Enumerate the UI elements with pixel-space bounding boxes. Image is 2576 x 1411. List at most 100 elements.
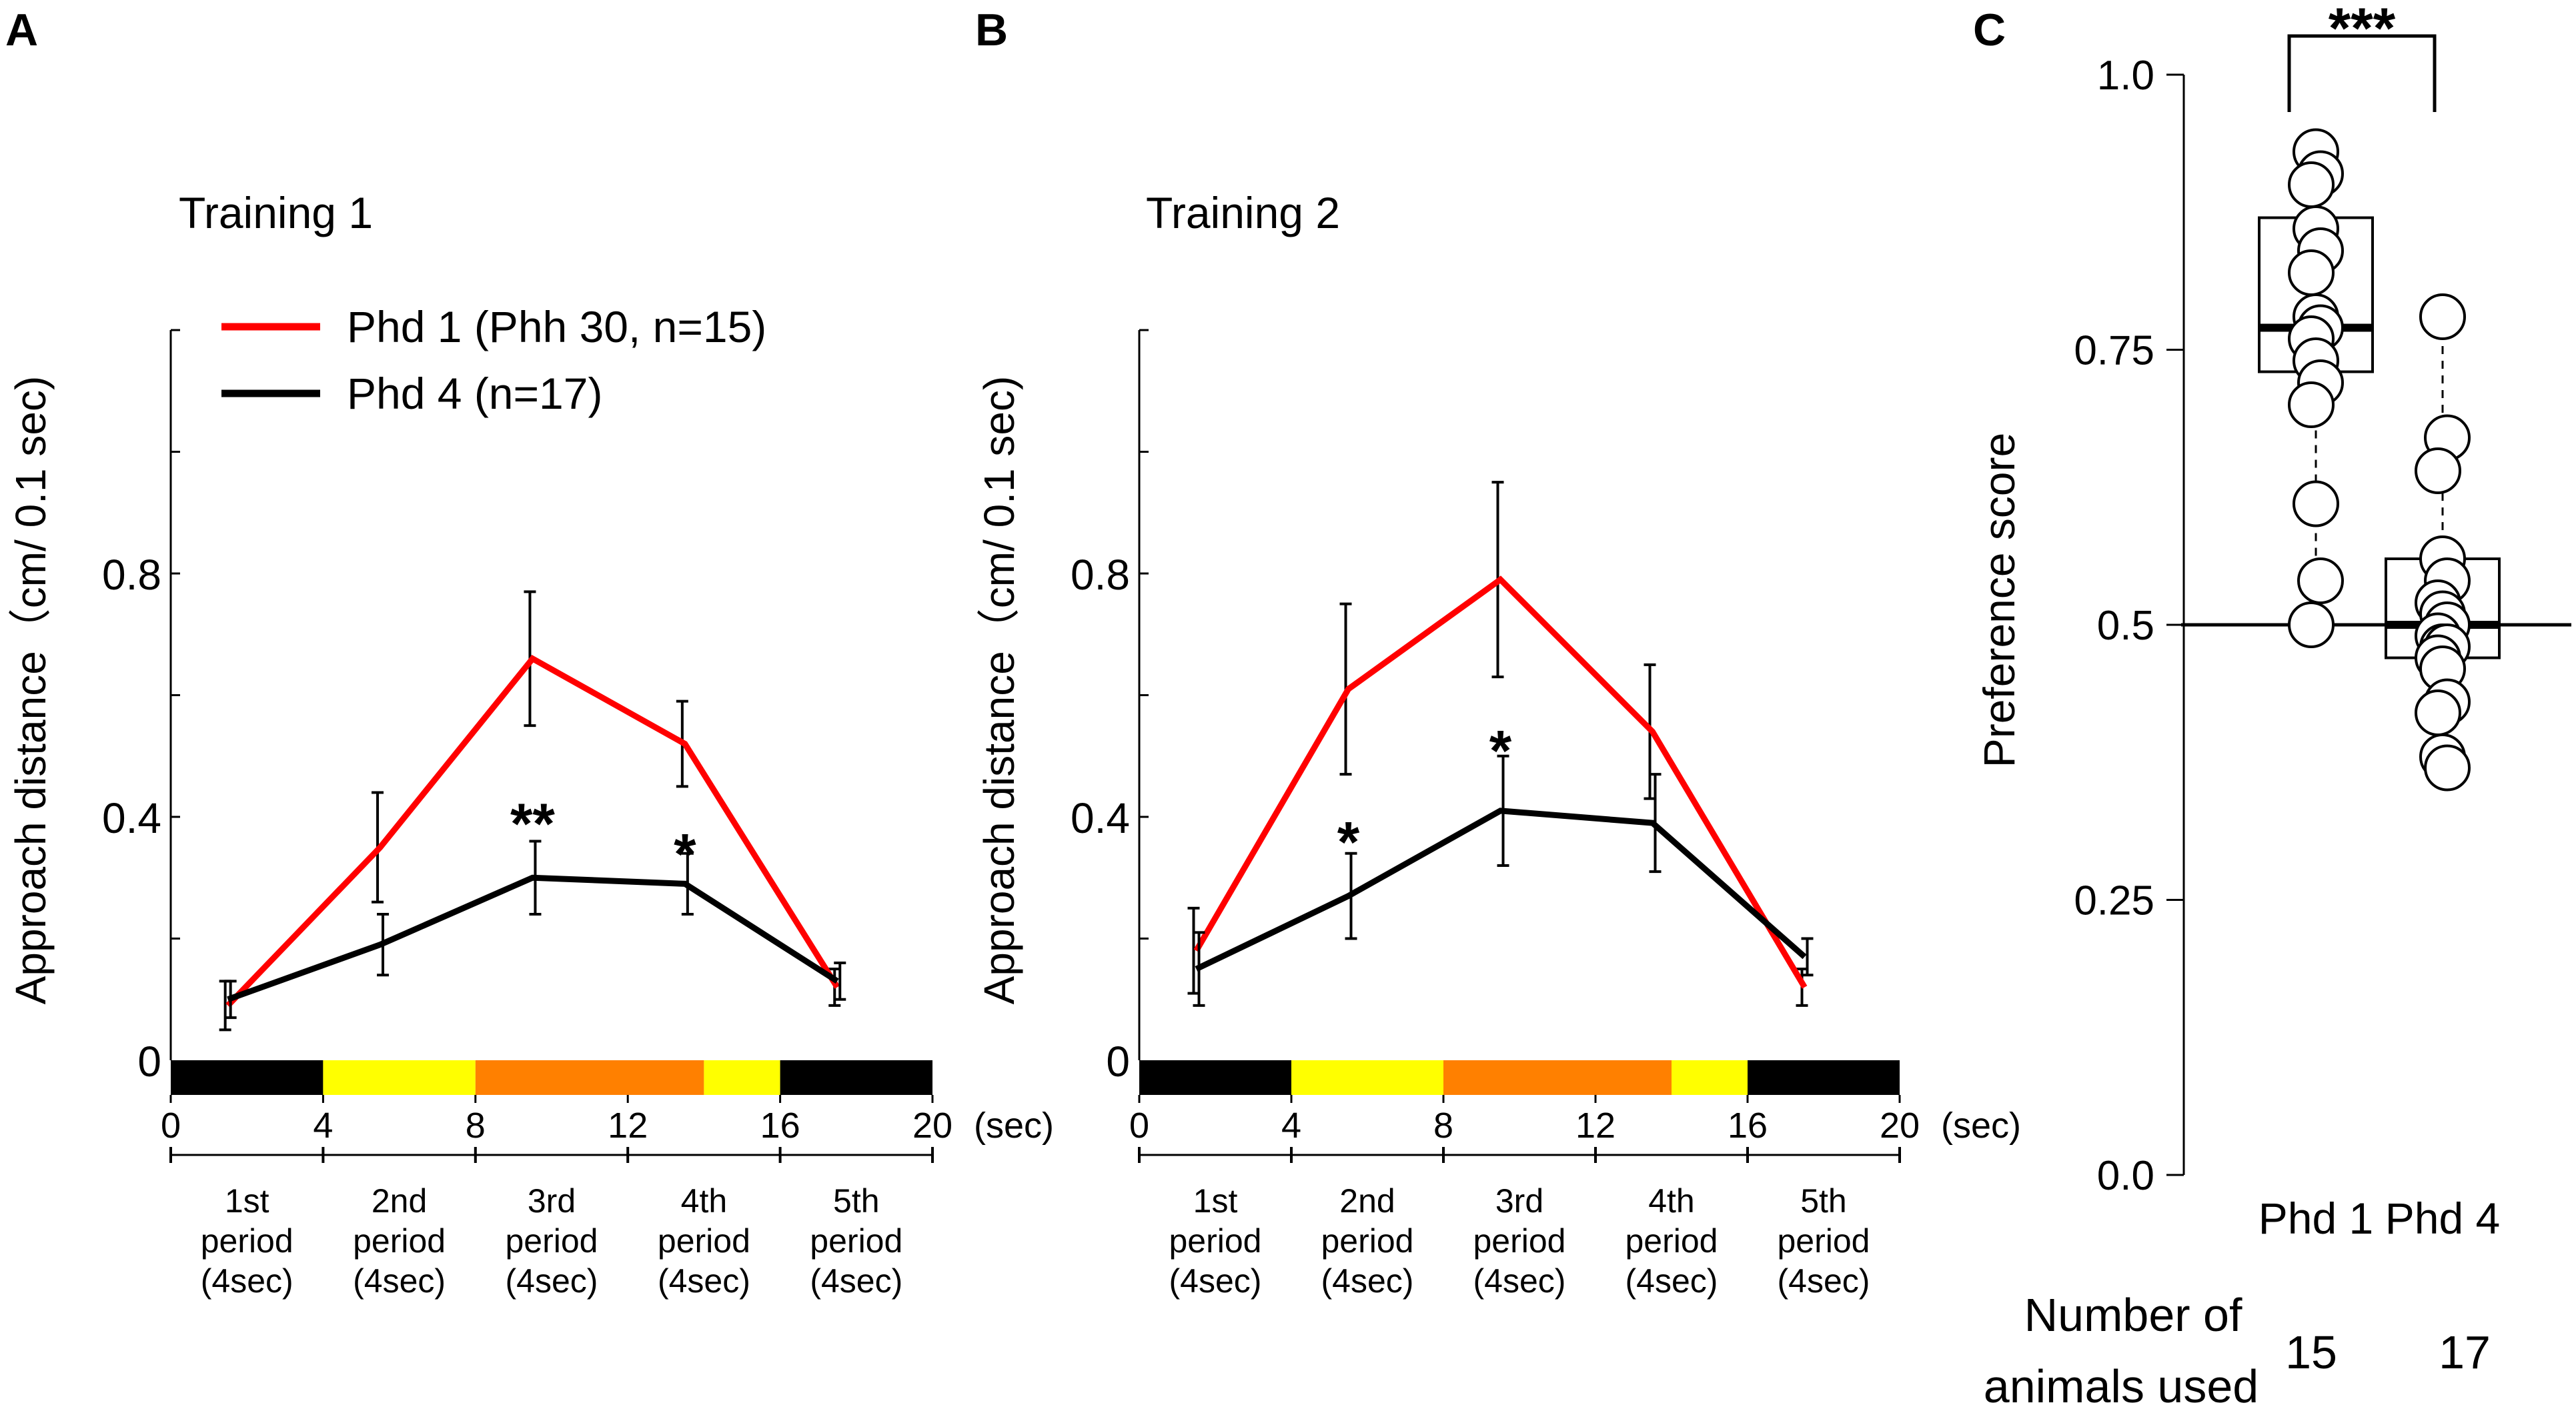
panel-a-stimulus-bar xyxy=(171,1060,932,1095)
panel-b-period-axis: 1stperiod(4sec)2ndperiod(4sec)3rdperiod(… xyxy=(1138,1147,1901,1300)
legend-phd4-label: Phd 4 (n=17) xyxy=(347,369,602,418)
panel-c-points xyxy=(2288,128,2471,792)
panel-b-letter: B xyxy=(975,5,1008,55)
series-line-phd4 xyxy=(1195,808,1807,972)
period-label-line3: (4sec) xyxy=(353,1262,446,1300)
stimulus-segment-yellow xyxy=(323,1060,476,1095)
panel-a-period-axis: 1stperiod(4sec)2ndperiod(4sec)3rdperiod(… xyxy=(169,1147,934,1300)
stimulus-segment-black xyxy=(1748,1060,1900,1095)
period-label-line3: (4sec) xyxy=(1473,1262,1566,1300)
panel-c-letter: C xyxy=(1973,5,2006,55)
y-tick-label: 0.4 xyxy=(102,794,161,842)
x-tick-label: 12 xyxy=(1575,1106,1616,1146)
significance-bracket: *** xyxy=(2287,0,2437,112)
data-point xyxy=(2424,744,2471,792)
panel-a-ylabel: Approach distance（cm/ 0.1 sec) xyxy=(7,376,55,1005)
significance-annotation: * xyxy=(1489,720,1512,784)
y-tick-label: 0.75 xyxy=(2074,328,2154,374)
stimulus-segment-yellow xyxy=(1672,1060,1748,1095)
period-label-line3: (4sec) xyxy=(201,1262,293,1300)
period-label-line2: period xyxy=(506,1222,598,1260)
stimulus-segment-black xyxy=(171,1060,324,1095)
x-tick-label: 0 xyxy=(161,1106,181,1146)
stimulus-segment-yellow xyxy=(704,1060,780,1095)
significance-stars: *** xyxy=(2329,0,2396,61)
period-label-line3: (4sec) xyxy=(1169,1262,1262,1300)
y-tick-label: 0.4 xyxy=(1071,794,1130,842)
panel-b: Training 2 Approach distance（cm/ 0.1 sec… xyxy=(975,188,2021,1300)
stimulus-segment-orange xyxy=(475,1060,704,1095)
series-line-phd1 xyxy=(225,654,840,1008)
period-label-line1: 5th xyxy=(1800,1182,1847,1220)
stimulus-segment-yellow xyxy=(1291,1060,1443,1095)
x-tick-label: 16 xyxy=(1728,1106,1768,1146)
period-label-line2: period xyxy=(1473,1222,1566,1260)
panel-a-annotations: ** * xyxy=(510,792,696,887)
panel-b-ylabel: Approach distance（cm/ 0.1 sec) xyxy=(975,376,1023,1005)
stimulus-segment-black xyxy=(780,1060,932,1095)
data-point xyxy=(2415,447,2461,494)
period-label-line1: 1st xyxy=(1193,1182,1238,1220)
period-label-line3: (4sec) xyxy=(1626,1262,1718,1300)
x-tick-label: 20 xyxy=(1880,1106,1920,1146)
panel-c: Preference score 0.0 0.25 0.5 0.75 1.0 *** P… xyxy=(1974,0,2571,1411)
error-bar xyxy=(834,962,846,1001)
x-tick-label: 4 xyxy=(313,1106,333,1146)
period-label-line1: 4th xyxy=(681,1182,728,1220)
series-line-phd4 xyxy=(227,874,839,1002)
panel-b-annotations: ** xyxy=(1337,720,1512,875)
period-label-line2: period xyxy=(1321,1222,1414,1260)
period-label-line1: 2nd xyxy=(372,1182,427,1220)
panel-a-title: Training 1 xyxy=(179,188,373,237)
legend-phd1-label: Phd 1 (Phh 30, n=15) xyxy=(347,302,766,351)
animal-count-label-line2: animals used xyxy=(1984,1360,2259,1411)
x-tick-label: 12 xyxy=(608,1106,648,1146)
period-label-line2: period xyxy=(810,1222,902,1260)
data-point xyxy=(2293,480,2339,527)
animal-count-phd4: 17 xyxy=(2439,1326,2491,1378)
data-point xyxy=(2297,557,2344,604)
period-label-line2: period xyxy=(1778,1222,1870,1260)
y-tick-label: 0.0 xyxy=(2097,1153,2154,1199)
period-label-line3: (4sec) xyxy=(810,1262,902,1300)
data-point xyxy=(2419,293,2466,340)
period-label-line2: period xyxy=(1626,1222,1718,1260)
period-label-line1: 4th xyxy=(1648,1182,1695,1220)
x-unit-label: (sec) xyxy=(1941,1106,2021,1146)
significance-annotation: * xyxy=(674,823,696,887)
panel-a: Training 1 Phd 1 (Phh 30, n=15) Phd 4 (n… xyxy=(7,188,1054,1300)
period-label-line2: period xyxy=(201,1222,293,1260)
period-label-line2: period xyxy=(353,1222,446,1260)
panel-b-y-axis: 0 0.4 0.8 xyxy=(1071,329,1149,1086)
x-tick-label: 20 xyxy=(912,1106,952,1146)
x-tick-label: 8 xyxy=(466,1106,486,1146)
panel-b-x-axis: 0 4 8 12 16 20 (sec) xyxy=(1129,1095,2021,1146)
panel-c-categories: Phd 1 Phd 4 xyxy=(2259,1194,2500,1243)
panel-b-title: Training 2 xyxy=(1146,188,1340,237)
panel-b-series xyxy=(1187,481,1814,1007)
y-tick-label: 0.25 xyxy=(2074,878,2154,924)
period-label-line1: 1st xyxy=(225,1182,269,1220)
legend: Phd 1 (Phh 30, n=15) Phd 4 (n=17) xyxy=(221,302,766,418)
stimulus-segment-black xyxy=(1139,1060,1291,1095)
category-label: Phd 1 xyxy=(2259,1194,2373,1243)
x-unit-label: (sec) xyxy=(974,1106,1054,1146)
period-label-line3: (4sec) xyxy=(658,1262,750,1300)
panel-c-ylabel: Preference score xyxy=(1974,433,2024,768)
period-label-line1: 3rd xyxy=(528,1182,576,1220)
animal-counts: Number of animals used 15 17 xyxy=(1984,1289,2491,1411)
y-tick-label: 0.8 xyxy=(102,551,161,599)
period-label-line1: 2nd xyxy=(1339,1182,1395,1220)
data-point xyxy=(2288,381,2335,428)
y-tick-label: 0 xyxy=(137,1038,161,1086)
category-label: Phd 4 xyxy=(2385,1194,2500,1243)
period-label-line2: period xyxy=(1169,1222,1262,1260)
panel-a-x-axis: 0 4 8 12 16 20 (sec) xyxy=(161,1095,1054,1146)
period-label-line3: (4sec) xyxy=(1321,1262,1414,1300)
panel-a-letter: A xyxy=(5,5,38,55)
period-label-line1: 3rd xyxy=(1495,1182,1543,1220)
series-line-phd1 xyxy=(1193,575,1808,989)
y-tick-label: 1.0 xyxy=(2097,53,2154,99)
x-tick-label: 0 xyxy=(1129,1106,1149,1146)
